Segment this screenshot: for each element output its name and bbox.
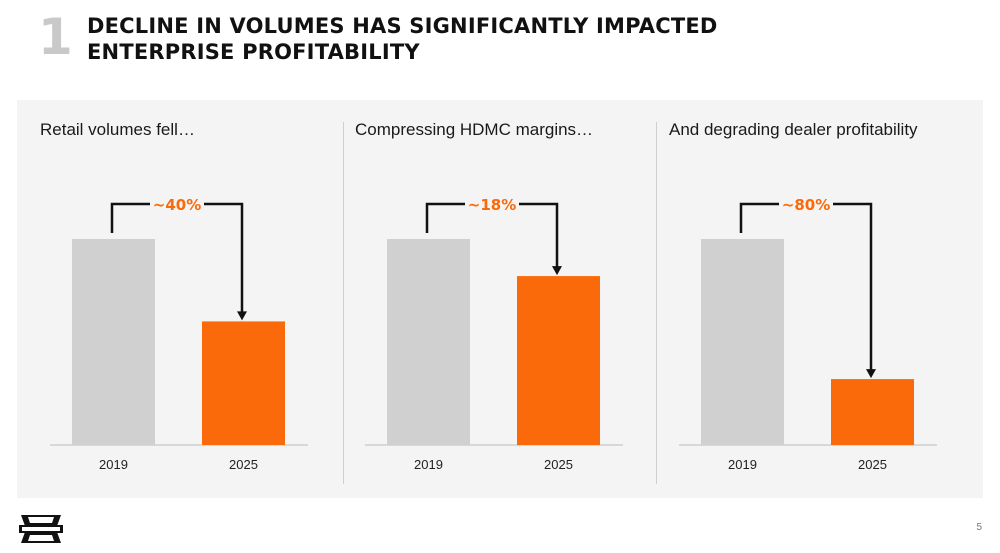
slide-title-line-2: ENTERPRISE PROFITABILITY xyxy=(87,40,420,64)
chart-svg: 2019 2025 ~80% xyxy=(679,196,937,472)
bar-2025 xyxy=(517,276,600,445)
chart-title: Compressing HDMC margins… xyxy=(355,120,594,139)
bar-2019 xyxy=(72,239,155,445)
bar-2025 xyxy=(831,379,914,445)
x-tick-label: 2019 xyxy=(728,457,757,472)
x-tick-label: 2025 xyxy=(858,457,887,472)
bracket-left xyxy=(739,202,779,233)
chart-title: Retail volumes fell… xyxy=(40,120,195,139)
x-tick-label: 2019 xyxy=(99,457,128,472)
change-annotation: ~80% xyxy=(782,196,830,214)
charts-panel xyxy=(17,100,983,498)
bar-2019 xyxy=(387,239,470,445)
slide-title-line-1: DECLINE IN VOLUMES HAS SIGNIFICANTLY IMP… xyxy=(87,14,718,38)
harley-davidson-logo-icon xyxy=(18,513,64,545)
x-tick-label: 2025 xyxy=(544,457,573,472)
chart-svg: 2019 2025 ~18% xyxy=(365,196,623,472)
chart-retail-volumes: Retail volumes fell… 2019 2025 ~40% xyxy=(40,100,320,498)
bar-2025 xyxy=(202,321,285,445)
chart-svg: 2019 2025 ~40% xyxy=(50,196,308,472)
arrow-head xyxy=(866,369,876,379)
bracket-right xyxy=(833,202,873,371)
chart-hdmc-margins: Compressing HDMC margins… 2019 2025 ~18% xyxy=(355,100,645,498)
bracket-right xyxy=(204,202,244,313)
bracket-right xyxy=(519,202,559,268)
bracket-left xyxy=(425,202,465,233)
slide-title: DECLINE IN VOLUMES HAS SIGNIFICANTLY IMP… xyxy=(87,13,847,65)
x-tick-label: 2019 xyxy=(414,457,443,472)
x-tick-label: 2025 xyxy=(229,457,258,472)
bracket-left xyxy=(110,202,150,233)
bar-2019 xyxy=(701,239,784,445)
slide-number: 1 xyxy=(38,8,73,66)
change-annotation: ~18% xyxy=(468,196,516,214)
arrow-head xyxy=(237,311,247,321)
page-number: 5 xyxy=(976,522,982,533)
chart-divider xyxy=(656,122,657,484)
arrow-head xyxy=(552,266,562,276)
chart-dealer-profitability: And degrading dealer profitability 2019 2… xyxy=(669,100,969,498)
chart-title: And degrading dealer profitability xyxy=(669,120,918,139)
change-annotation: ~40% xyxy=(153,196,201,214)
chart-divider xyxy=(343,122,344,484)
